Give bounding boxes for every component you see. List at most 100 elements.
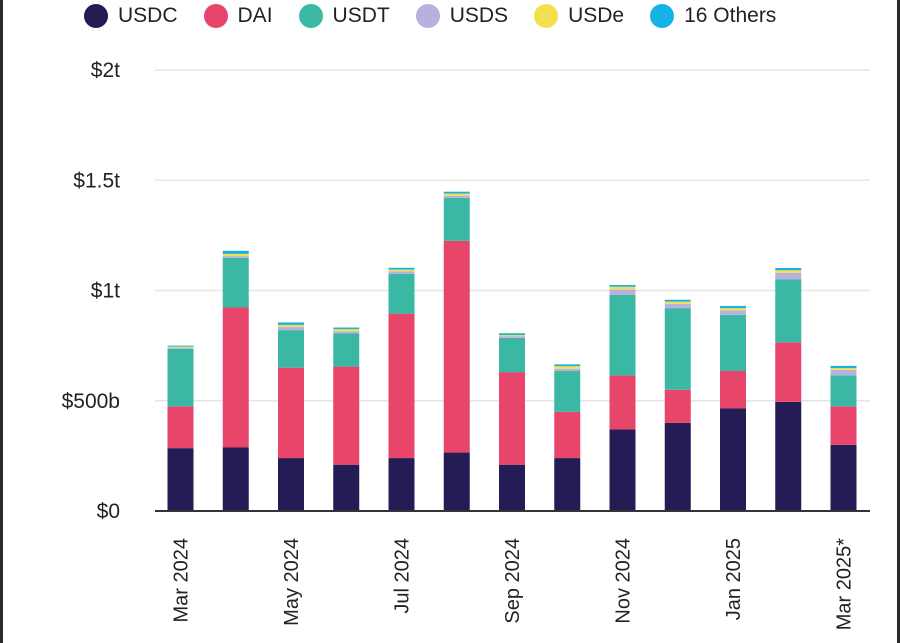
legend-label: USDC: [118, 4, 178, 27]
bar-segment-16-others: [167, 345, 194, 347]
bar-stack-may-2024: [278, 322, 304, 511]
bar-segment-usdt: [388, 273, 415, 314]
bar-segment-usde: [554, 366, 581, 369]
legend-item-usds: USDS: [415, 4, 509, 28]
x-tick-label: May 2024: [281, 538, 303, 626]
bar-segment-usde: [775, 270, 802, 273]
bar-segment-dai: [720, 370, 746, 409]
bar-segment-usdt: [443, 197, 470, 241]
bar-segment-usdt: [720, 314, 746, 371]
bar-segment-16-others: [443, 191, 470, 194]
bar-segment-dai: [333, 366, 360, 465]
x-tick-label: Jul 2024: [392, 538, 414, 614]
bar-segment-usde: [167, 346, 194, 348]
bar-segment-16-others: [775, 268, 802, 271]
legend-item-16-others: 16 Others: [650, 4, 776, 28]
legend-swatch: [298, 4, 323, 28]
x-tick-label: Jan 2025: [723, 538, 745, 620]
bar-segment-16-others: [499, 333, 525, 336]
bar-segment-usdc: [664, 422, 691, 511]
bar-segment-usds: [499, 336, 525, 338]
bar-segment-usde: [664, 301, 691, 304]
bar-segment-16-others: [388, 267, 415, 270]
bar-segment-dai: [664, 389, 691, 423]
bar-segment-dai: [609, 375, 636, 430]
bar-segment-usdc: [554, 458, 581, 511]
bar-segment-usdt: [664, 308, 691, 390]
bar-segment-16-others: [720, 305, 746, 309]
bar-segment-dai: [167, 406, 194, 449]
bar-segment-16-others: [222, 250, 249, 254]
legend-label: 16 Others: [684, 4, 777, 27]
bar-segment-16-others: [333, 327, 360, 330]
bar-stack-jan-2025: [720, 305, 746, 511]
bar-segment-usds: [830, 369, 857, 376]
y-tick-label: $1t: [91, 280, 120, 303]
bar-stack-oct-2024: [554, 364, 581, 511]
bar-segment-usdc: [388, 458, 415, 511]
bar-stack-mar-2025: [830, 365, 857, 511]
x-tick-label: Nov 2024: [613, 538, 635, 624]
bar-segment-usds: [775, 272, 802, 280]
bar-segment-usdt: [609, 294, 636, 376]
bar-stack-nov-2024: [609, 284, 636, 511]
bar-segment-16-others: [609, 284, 636, 287]
bar-stack-dec-2024: [664, 299, 691, 511]
legend-swatch: [650, 4, 675, 28]
bar-segment-dai: [775, 342, 802, 402]
bar-segment-usdc: [333, 464, 360, 511]
bar-stack-jun-2024: [333, 327, 360, 511]
bar-segment-usdt: [167, 348, 194, 407]
y-tick-label: $1.5t: [73, 169, 120, 192]
bar-segment-dai: [443, 240, 470, 453]
gridlines: [155, 69, 870, 402]
bar-segment-usds: [443, 195, 470, 198]
bar-stack-sep-2024: [499, 333, 525, 511]
legend-swatch: [203, 4, 228, 28]
bar-segment-usdc: [278, 458, 304, 511]
chart-legend: USDC DAI USDT USDS USDe 16 Others: [84, 0, 776, 32]
legend-label: DAI: [237, 4, 273, 27]
y-tick-label: $0: [97, 500, 120, 523]
bar-segment-usds: [664, 303, 691, 309]
bar-segment-usds: [333, 331, 360, 334]
bar-segment-16-others: [664, 299, 691, 302]
bar-segment-dai: [278, 367, 304, 459]
bar-segment-usde: [830, 368, 857, 370]
bar-segment-usde: [609, 286, 636, 290]
bar-segment-16-others: [830, 365, 857, 369]
legend-item-dai: DAI: [203, 4, 273, 28]
bar-segment-usdc: [222, 447, 249, 511]
bar-segment-usdc: [720, 408, 746, 511]
bar-segment-usds: [167, 347, 194, 349]
bar-segment-usde: [333, 329, 360, 332]
bar-segment-usde: [278, 324, 304, 328]
bar-segment-usdt: [830, 375, 857, 407]
legend-swatch: [534, 4, 559, 28]
bar-segment-usds: [554, 368, 581, 371]
bar-segment-dai: [554, 411, 581, 459]
legend-item-usde: USDe: [534, 4, 624, 28]
bar-segment-usdc: [167, 448, 194, 511]
bar-segment-usdt: [222, 257, 249, 308]
bar-segment-usds: [609, 289, 636, 295]
bar-stack-aug-2024: [443, 191, 470, 511]
legend-swatch: [415, 4, 440, 28]
bar-segment-usdc: [499, 464, 525, 511]
legend-label: USDT: [332, 4, 390, 27]
bar-segment-16-others: [554, 364, 581, 367]
x-tick-label: Mar 2024: [171, 538, 193, 623]
bar-segment-usde: [720, 308, 746, 311]
bar-segment-usds: [222, 256, 249, 258]
bar-segment-usde: [443, 193, 470, 196]
legend-swatch: [84, 4, 108, 28]
bar-segment-usds: [720, 310, 746, 315]
legend-label: USDS: [449, 4, 509, 27]
axes: $0 $500b $1t $1.5t $2t Mar 2024 May 2024 Jul 20…: [62, 59, 870, 630]
bar-segment-usdc: [443, 452, 470, 511]
bar-segment-dai: [830, 406, 857, 445]
bar-segment-usdt: [333, 333, 360, 367]
bar-segment-usds: [388, 271, 415, 274]
legend-label: USDe: [568, 4, 625, 27]
